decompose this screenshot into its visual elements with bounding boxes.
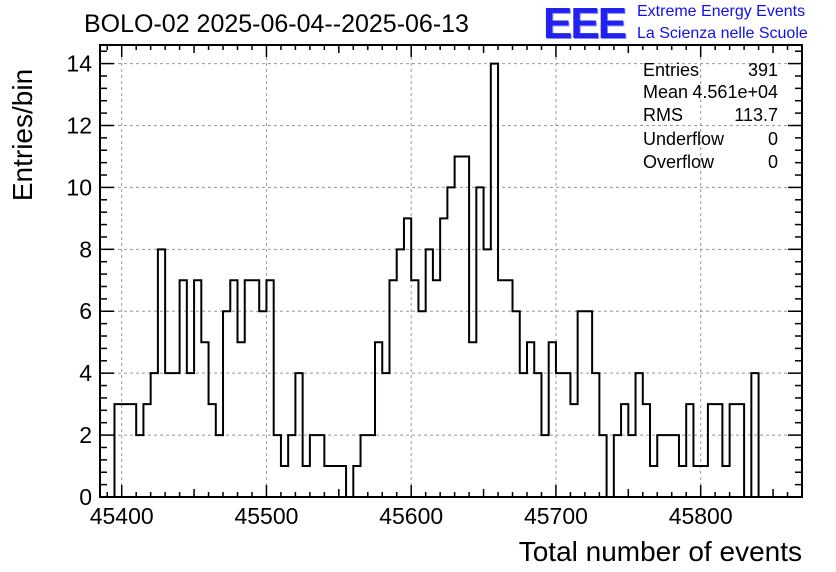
y-tick-label: 8: [79, 236, 92, 262]
stat-label-overflow: Overflow: [643, 152, 715, 172]
y-axis-label: Entries/bin: [7, 68, 38, 202]
y-tick-label: 6: [79, 298, 92, 324]
stat-value-underflow: 0: [767, 129, 778, 149]
chart-title: BOLO-02 2025-06-04--2025-06-13: [84, 10, 469, 38]
stat-value-rms: 113.7: [734, 105, 778, 125]
y-tick-label: 0: [79, 484, 92, 510]
x-tick-label: 45800: [669, 503, 733, 529]
x-tick-label: 45400: [90, 503, 154, 529]
y-axis-label-wrap: Entries/bin: [0, 69, 48, 201]
eee-logo-mark: EEE: [543, 0, 627, 48]
logo-line-1: Extreme Energy Events: [637, 3, 806, 20]
y-tick-label: 14: [66, 51, 92, 77]
axis-ticks: [100, 45, 803, 498]
y-tick-label: 12: [66, 112, 92, 138]
x-tick-label: 45600: [379, 503, 443, 529]
histogram-step-line: [113, 62, 760, 498]
logo-line-2: La Scienza nelle Scuole: [637, 25, 808, 42]
y-tick-label: 4: [79, 360, 92, 386]
stat-label-underflow: Underflow: [643, 129, 725, 149]
stat-label-mean: Mean: [643, 82, 689, 102]
stat-value-mean: 4.561e+04: [692, 82, 778, 102]
plot-frame: [99, 44, 803, 498]
stat-value-entries: 391: [747, 60, 778, 80]
x-axis-label: Total number of events: [518, 536, 802, 567]
grid-lines: [100, 45, 802, 498]
axis-tick-labels: 45400 45500 45600 45700 45800 0 2 4 6 8 10 12 14: [66, 51, 732, 529]
stat-value-overflow: 0: [767, 152, 778, 172]
x-tick-label: 45700: [524, 503, 588, 529]
stat-label-rms: RMS: [643, 105, 683, 125]
stat-label-entries: Entries: [643, 60, 700, 80]
y-tick-label: 10: [66, 174, 92, 200]
x-tick-label: 45500: [234, 503, 298, 529]
y-tick-label: 2: [79, 422, 92, 448]
